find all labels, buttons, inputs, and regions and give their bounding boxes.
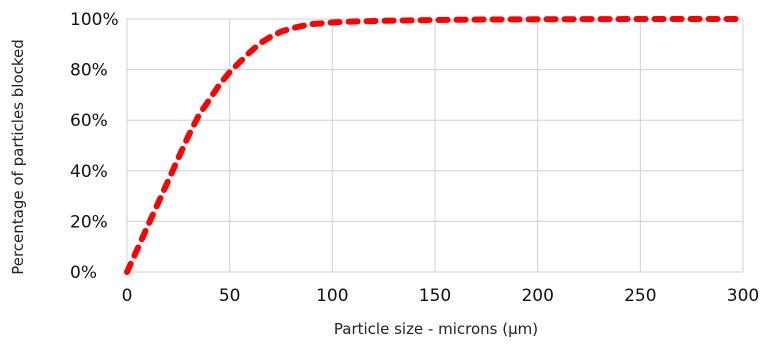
y-tick-label: 20% [70, 212, 108, 232]
y-tick-label: 0% [70, 263, 97, 283]
y-axis-tick-labels: 0% 20% 40% 60% 80% 100% [70, 10, 119, 283]
x-tick-label: 150 [419, 286, 451, 306]
x-axis-title: Particle size - microns (µm) [334, 320, 538, 338]
x-tick-label: 250 [624, 286, 656, 306]
y-tick-label: 80% [70, 61, 108, 81]
x-tick-label: 50 [219, 286, 241, 306]
x-tick-label: 0 [122, 286, 133, 306]
y-tick-label: 40% [70, 162, 108, 182]
gridlines [126, 18, 744, 273]
x-tick-label: 100 [316, 286, 348, 306]
y-axis-title: Percentage of particles blocked [9, 39, 27, 275]
x-axis-tick-labels: 0 50 100 150 200 250 300 [122, 286, 760, 306]
x-tick-label: 200 [521, 286, 553, 306]
series-line-0 [124, 16, 746, 275]
x-tick-label: 300 [727, 286, 759, 306]
y-tick-label: 60% [70, 111, 108, 131]
series-layer [124, 16, 746, 275]
y-tick-label: 100% [70, 10, 119, 30]
